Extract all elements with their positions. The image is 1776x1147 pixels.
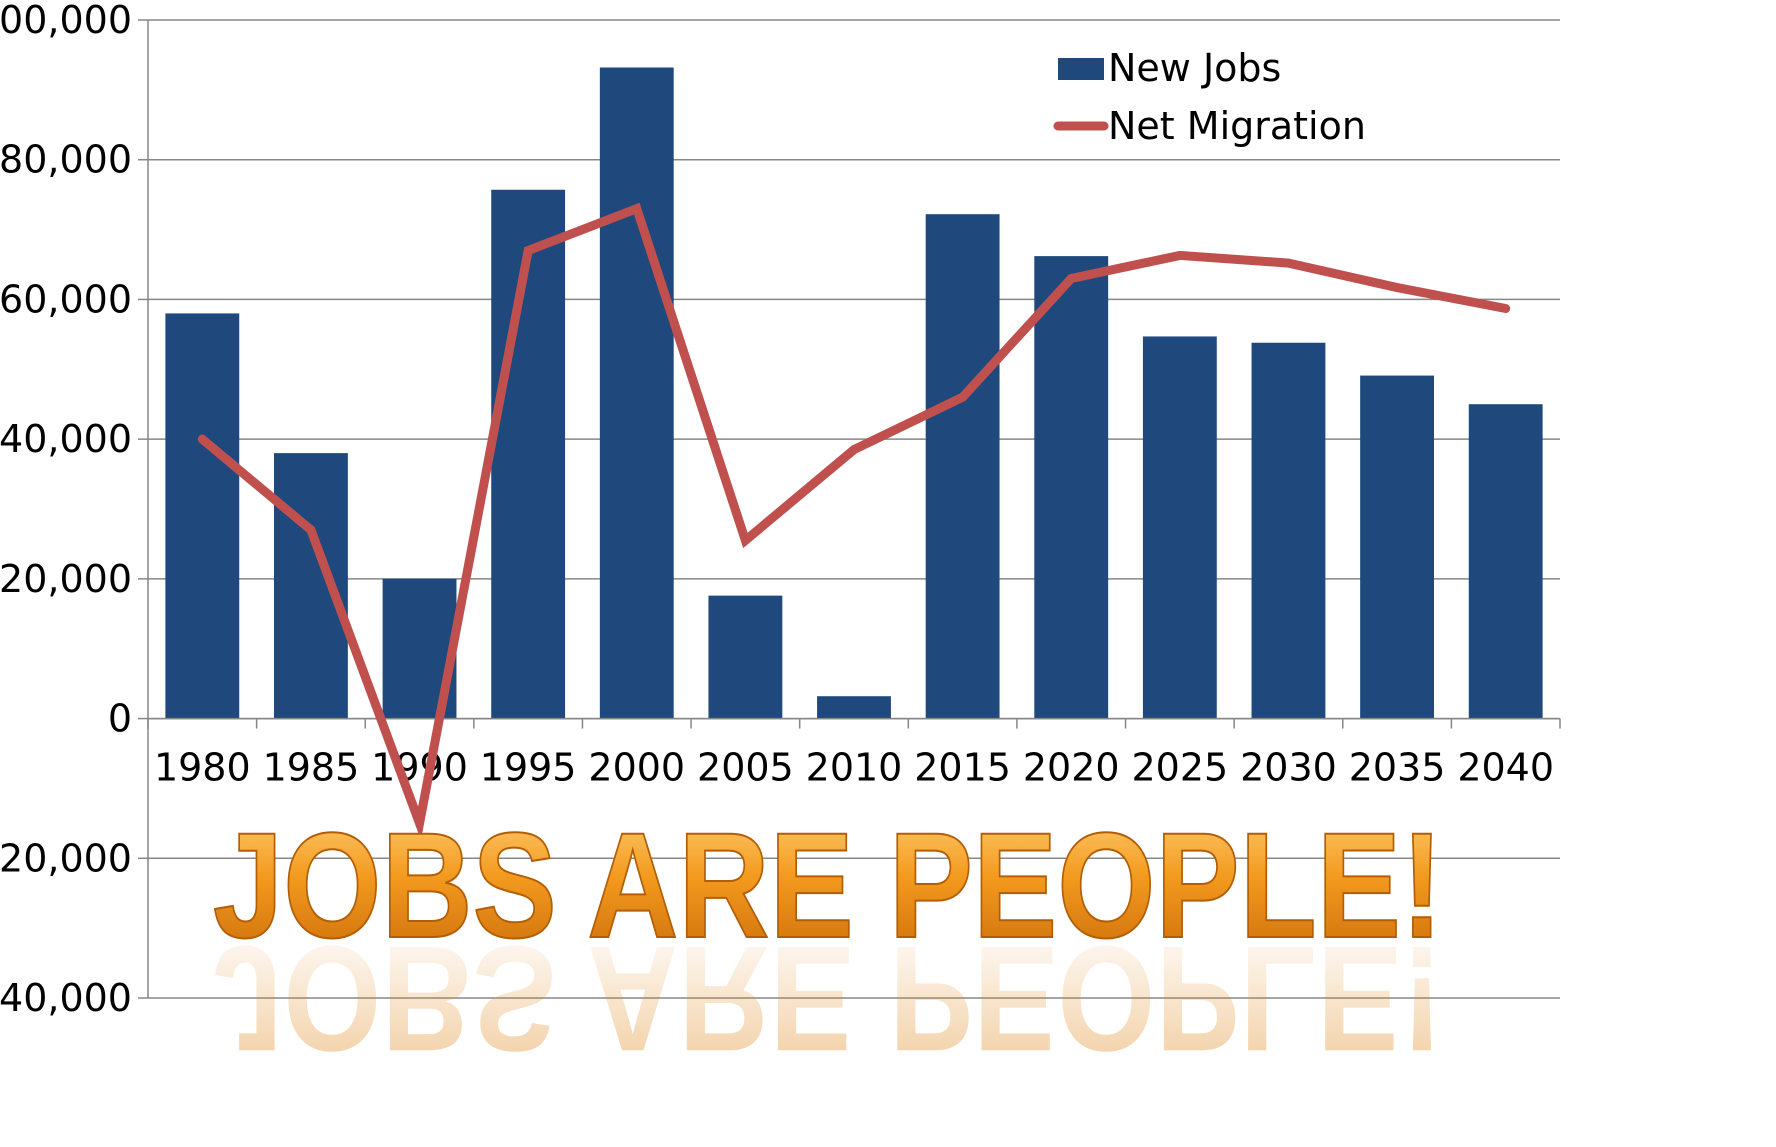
x-tick-label: 2030	[1240, 746, 1337, 790]
bar-2010	[817, 696, 891, 719]
x-tick-label: 1985	[263, 746, 360, 790]
banner: JOBS ARE PEOPLE! JOBS ARE PEOPLE!	[212, 800, 1444, 1083]
x-tick-label: 2040	[1457, 746, 1554, 790]
legend-label-net-migration: Net Migration	[1108, 104, 1366, 148]
y-tick-label: 0	[108, 697, 132, 741]
legend-label-new-jobs: New Jobs	[1108, 46, 1281, 90]
x-tick-label: 2000	[588, 746, 685, 790]
y-tick-label: 80,000	[0, 138, 132, 182]
y-tick-label: -40,000	[0, 976, 132, 1020]
bar-2035	[1360, 375, 1435, 719]
x-tick-label: 2005	[697, 746, 794, 790]
x-tick-label: 1995	[480, 746, 577, 790]
legend: New Jobs Net Migration	[1053, 46, 1366, 148]
banner-text: JOBS ARE PEOPLE!	[213, 801, 1443, 969]
bar-2025	[1142, 336, 1217, 719]
bar-2005	[708, 595, 783, 719]
line-series-net-migration	[197, 202, 1511, 841]
y-tick-label: 40,000	[0, 417, 132, 461]
x-tick-label: 1980	[154, 746, 251, 790]
y-tick-label: 100,000	[0, 0, 132, 42]
bar-1980	[165, 313, 240, 719]
y-tick-label: 20,000	[0, 557, 132, 601]
bar-2000	[599, 67, 674, 719]
x-tick-label: 2015	[914, 746, 1011, 790]
banner-reflection: JOBS ARE PEOPLE!	[213, 915, 1443, 1083]
bar-2015	[925, 214, 1000, 719]
bar-1995	[491, 189, 566, 719]
bar-2040	[1468, 404, 1543, 719]
bar-series-new-jobs	[165, 67, 1543, 719]
x-axis-tick-labels: 1980 1985 1990 1995 2000 2005 2010 2015 2020 2025…	[154, 746, 1554, 790]
x-tick-label: 1990	[371, 746, 468, 790]
y-tick-label: 60,000	[0, 277, 132, 321]
y-axis-tick-labels: -40,000 -20,000 0 20,000 40,000 60,000 80,000 1…	[0, 0, 132, 1020]
bar-1985	[273, 453, 348, 719]
x-tick-label: 2020	[1023, 746, 1120, 790]
legend-swatch-new-jobs	[1058, 58, 1104, 80]
y-tick-label: -20,000	[0, 836, 132, 880]
bar-2020	[1034, 256, 1109, 719]
x-tick-label: 2025	[1131, 746, 1228, 790]
x-tick-label: 2035	[1349, 746, 1446, 790]
x-tick-label: 2010	[806, 746, 903, 790]
bar-2030	[1251, 342, 1326, 719]
